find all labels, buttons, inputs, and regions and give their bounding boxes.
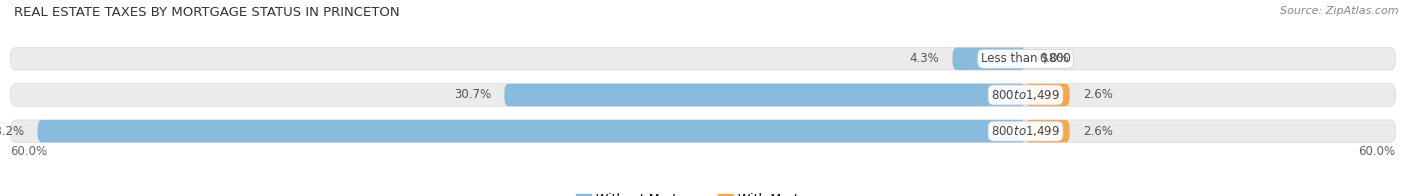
- FancyBboxPatch shape: [952, 48, 1025, 70]
- Text: Less than $800: Less than $800: [980, 52, 1070, 65]
- Text: 2.6%: 2.6%: [1083, 88, 1114, 102]
- Text: 60.0%: 60.0%: [10, 145, 48, 158]
- FancyBboxPatch shape: [505, 84, 1025, 106]
- Text: 58.2%: 58.2%: [0, 125, 24, 138]
- FancyBboxPatch shape: [10, 120, 1396, 142]
- FancyBboxPatch shape: [1025, 120, 1070, 142]
- Text: 0.0%: 0.0%: [1039, 52, 1069, 65]
- Text: Source: ZipAtlas.com: Source: ZipAtlas.com: [1281, 6, 1399, 16]
- FancyBboxPatch shape: [10, 48, 1396, 70]
- Text: 4.3%: 4.3%: [910, 52, 939, 65]
- Text: 60.0%: 60.0%: [1358, 145, 1396, 158]
- FancyBboxPatch shape: [1025, 84, 1070, 106]
- Text: REAL ESTATE TAXES BY MORTGAGE STATUS IN PRINCETON: REAL ESTATE TAXES BY MORTGAGE STATUS IN …: [14, 6, 399, 19]
- Legend: Without Mortgage, With Mortgage: Without Mortgage, With Mortgage: [571, 188, 835, 196]
- FancyBboxPatch shape: [38, 120, 1025, 142]
- Text: $800 to $1,499: $800 to $1,499: [991, 124, 1060, 138]
- FancyBboxPatch shape: [10, 84, 1396, 106]
- Text: 30.7%: 30.7%: [454, 88, 491, 102]
- Text: 2.6%: 2.6%: [1083, 125, 1114, 138]
- Text: $800 to $1,499: $800 to $1,499: [991, 88, 1060, 102]
